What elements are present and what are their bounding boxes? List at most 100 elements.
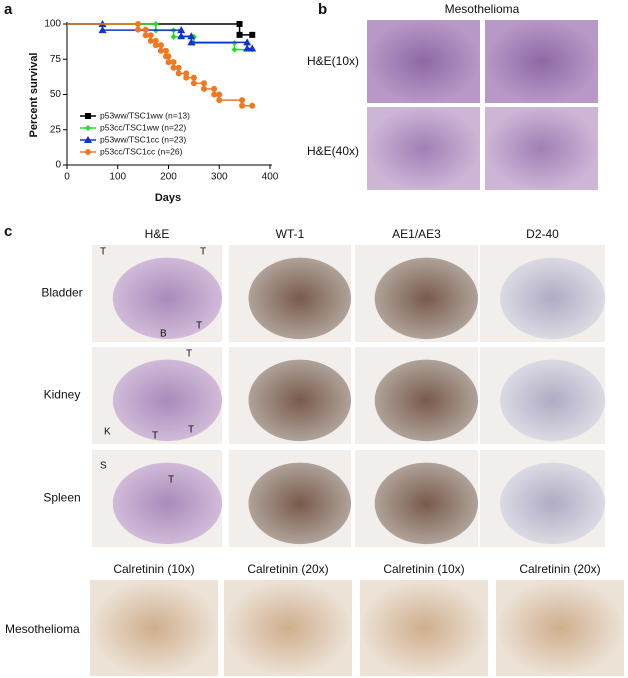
tissue-section [112,462,222,545]
y-tick-label: 0 [55,160,61,171]
marker [152,21,159,27]
image-annotation: S [100,461,107,472]
marker [157,47,164,54]
row-label: Kidney [44,388,81,402]
panel-title: Mesothelioma [445,2,520,16]
marker [236,21,243,27]
marker [170,59,177,66]
image-annotation: T [100,247,106,258]
column-header: WT-1 [276,227,305,241]
marker [175,64,182,71]
marker [216,97,223,104]
y-tick-label: 25 [50,124,62,135]
ihc-image [224,580,352,676]
marker [249,102,256,109]
legend-label: p53ww/TSC1ww (n=13) [100,110,190,120]
column-header: D2-40 [526,227,559,241]
marker [135,26,142,33]
x-tick-label: 100 [109,172,126,183]
x-tick-label: 400 [262,172,279,183]
tissue-section [248,462,351,545]
column-header: Calretinin (20x) [247,562,328,576]
marker [187,32,196,40]
column-header: Calretinin (10x) [383,562,464,576]
tissue-section [374,359,478,442]
panel-label: c [4,223,12,240]
tissue-section [248,359,351,442]
marker [211,85,218,92]
panel-label: a [4,1,13,18]
y-tick-label: 100 [44,19,61,30]
x-axis-label: Days [155,192,181,204]
x-tick-label: 300 [211,172,228,183]
tissue-section [500,257,605,340]
marker [152,42,159,49]
marker [84,136,92,143]
marker [216,91,223,98]
marker [183,70,190,77]
tissue-section [112,257,222,340]
tissue-section [112,359,222,442]
image-annotation: B [160,329,167,340]
x-tick-label: 200 [160,172,177,183]
marker [147,32,154,39]
legend-label: p53cc/TSC1ww (n=22) [100,122,186,132]
column-header: AE1/AE3 [392,227,441,241]
marker [165,53,172,60]
column-header: Calretinin (20x) [519,562,600,576]
legend-label: p53cc/TSC1cc (n=26) [100,146,183,156]
marker [231,40,238,47]
y-axis-label: Percent survival [28,53,40,138]
tissue-section [374,257,478,340]
marker [147,37,154,44]
tissue-section [500,462,605,545]
row-label: Spleen [43,491,80,505]
row-label: H&E(40x) [307,144,359,158]
marker [243,38,252,46]
marker [177,26,186,34]
legend-label: p53ww/TSC1cc (n=23) [100,134,186,144]
marker [142,26,149,33]
marker [239,97,246,104]
marker [236,31,243,38]
row-label: H&E(10x) [307,54,359,68]
histology-image [367,20,480,103]
histology-image [485,107,598,190]
marker [190,80,197,87]
marker [190,74,197,81]
marker [187,38,196,46]
marker [177,32,186,40]
marker [231,46,238,53]
y-tick-label: 50 [50,89,62,100]
x-tick-label: 0 [64,172,70,183]
marker [211,91,218,98]
row-label: Bladder [41,286,82,300]
marker [201,80,208,87]
survival-line [67,23,253,107]
image-annotation: T [188,425,194,436]
ihc-image [496,580,624,676]
marker [85,125,91,131]
image-annotation: K [104,427,111,438]
marker [175,70,182,77]
panel-label: b [318,1,327,18]
marker [183,74,190,81]
marker [165,59,172,66]
marker [85,149,91,155]
histology-image [485,20,598,103]
tissue-section [248,257,351,340]
image-annotation: T [186,349,192,360]
row-label: Mesothelioma [5,622,80,636]
marker [85,113,91,119]
marker [170,33,177,40]
marker [243,44,252,52]
marker [135,21,142,27]
image-annotation: T [196,321,202,332]
marker [239,102,246,109]
image-annotation: T [152,431,158,442]
marker [249,31,256,38]
marker [142,32,149,39]
histology-image [367,107,480,190]
marker [152,37,159,44]
